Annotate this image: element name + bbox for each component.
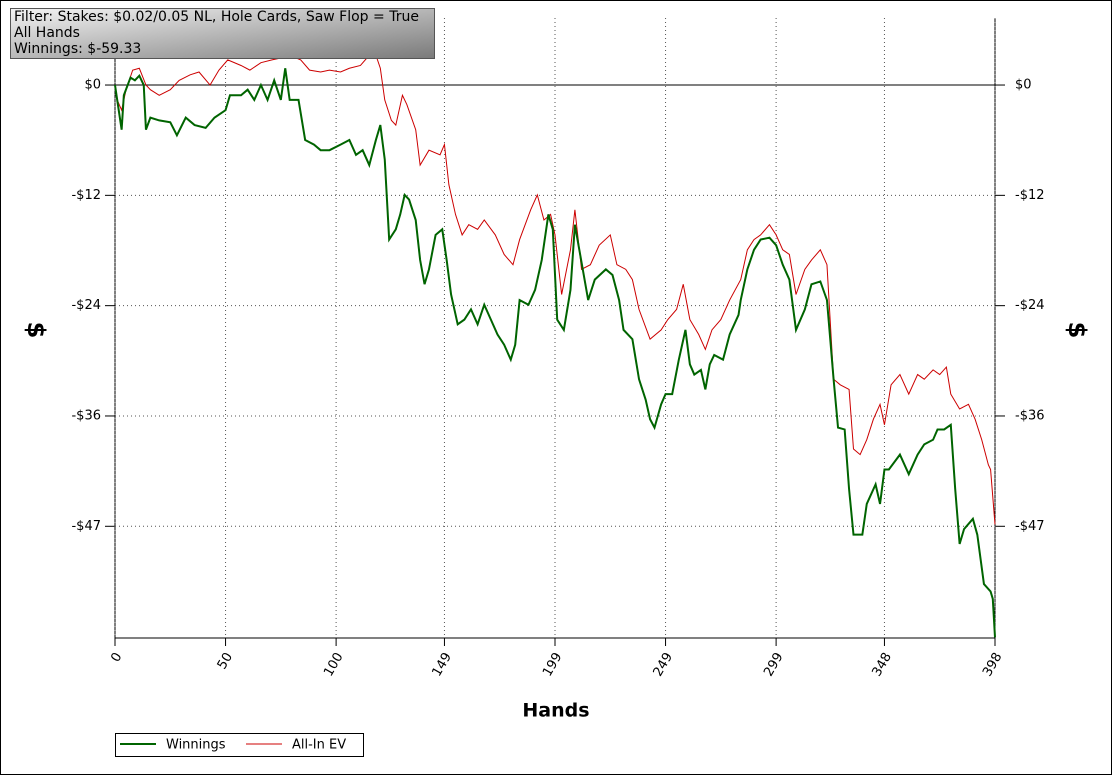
- filter-text: Winnings: $-59.33: [14, 41, 141, 57]
- y-tick-label: $0: [84, 78, 101, 93]
- legend: Winnings All-In EV: [115, 733, 364, 757]
- series-line: [114, 68, 996, 638]
- y-tick-label: -$36: [71, 408, 101, 423]
- y-tick-label: -$12: [71, 188, 101, 203]
- legend-label: All-In EV: [292, 738, 346, 753]
- y-tick-label: -$24: [71, 298, 101, 313]
- x-axis-title: Hands: [522, 700, 589, 722]
- filter-box-bg: [10, 8, 435, 59]
- x-tick-label: 50: [215, 650, 236, 672]
- y-tick-label: -$47: [71, 519, 101, 534]
- y2-tick-label: -$24: [1015, 298, 1045, 313]
- y-axis-title: $: [22, 322, 50, 339]
- filter-text: Filter: Stakes: $0.02/0.05 NL, Hole Card…: [14, 9, 419, 25]
- y2-axis-title: $: [1063, 322, 1091, 339]
- y2-tick-label: -$36: [1015, 408, 1045, 423]
- y2-tick-label: -$47: [1015, 519, 1045, 534]
- y2-tick-label: -$12: [1015, 188, 1045, 203]
- series-line: [114, 54, 996, 525]
- filter-box: Filter: Stakes: $0.02/0.05 NL, Hole Card…: [10, 8, 435, 59]
- y2-tick-label: $0: [1015, 78, 1032, 93]
- legend-label: Winnings: [166, 738, 226, 753]
- filter-text: All Hands: [14, 25, 80, 41]
- legend-box: [115, 733, 364, 757]
